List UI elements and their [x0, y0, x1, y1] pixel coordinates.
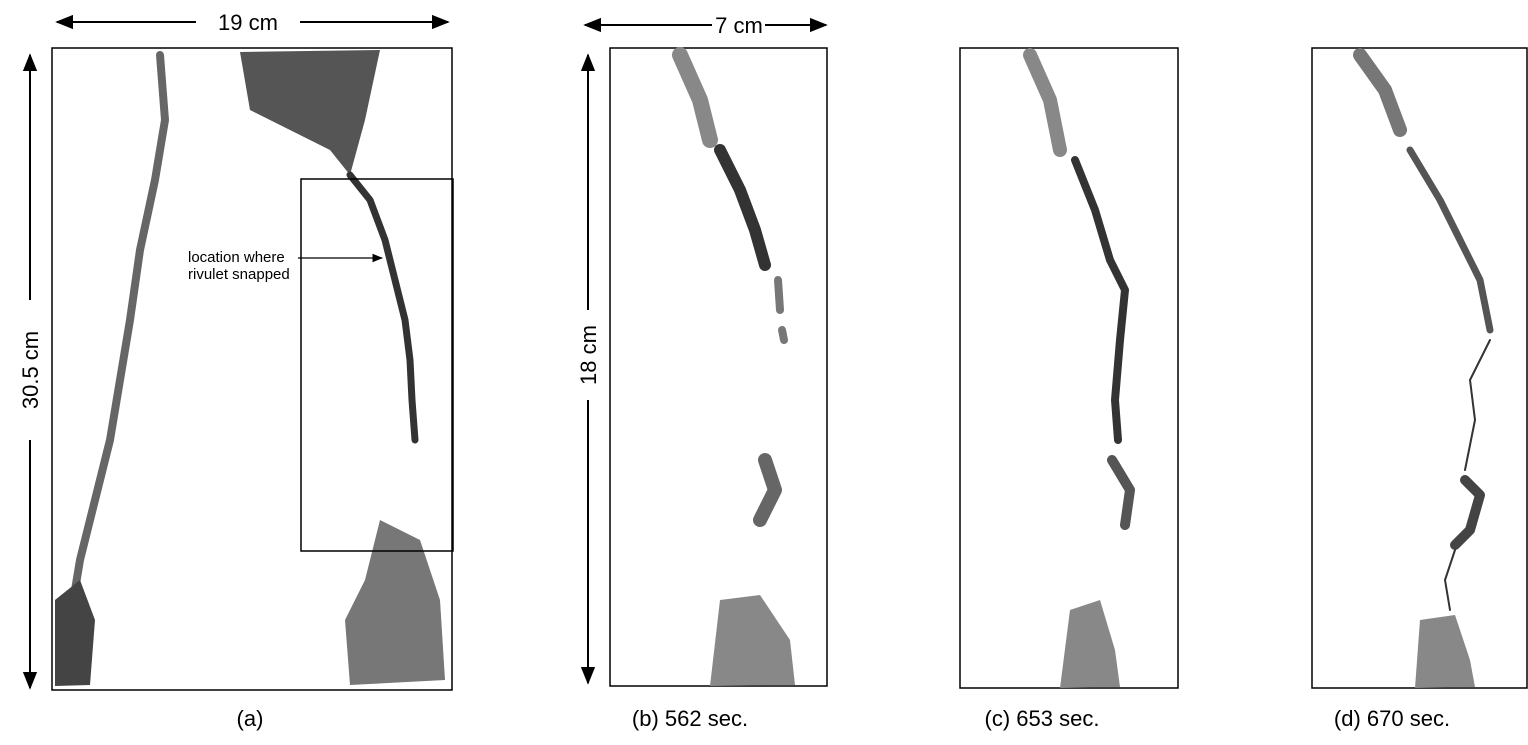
rivulet	[1353, 48, 1407, 137]
rivulet	[1415, 615, 1475, 688]
rivulet	[346, 171, 419, 444]
rivulet	[1406, 146, 1494, 334]
wet-region	[240, 50, 380, 175]
rivulet	[710, 595, 795, 686]
wet-region	[345, 520, 445, 685]
panel-c: (c) 653 sec.	[959, 47, 1179, 731]
rivulet	[778, 326, 788, 344]
rivulet	[1450, 475, 1485, 550]
caption: (a)	[237, 706, 264, 731]
zoom-box	[300, 178, 454, 552]
caption: (b) 562 sec.	[632, 706, 748, 731]
caption: (d) 670 sec.	[1334, 706, 1450, 731]
caption: (c) 653 sec.	[985, 706, 1100, 731]
rivulet	[1464, 339, 1491, 471]
annotation: location where	[188, 249, 285, 266]
annotation: rivulet snapped	[188, 266, 290, 283]
height-label: 18 cm	[576, 325, 601, 385]
rivulet	[1060, 600, 1120, 688]
rivulet	[1071, 156, 1129, 444]
rivulet	[714, 144, 771, 271]
height-label: 30.5 cm	[18, 331, 43, 409]
panel-frame	[1311, 47, 1528, 689]
rivulet	[1023, 48, 1067, 157]
rivulet	[753, 453, 782, 527]
rivulet	[774, 276, 784, 314]
rivulet	[1107, 455, 1135, 530]
wet-region	[55, 580, 95, 686]
width-label: 7 cm	[715, 13, 763, 38]
rivulet	[64, 51, 169, 684]
panel-frame	[609, 47, 828, 687]
panel-frame	[51, 47, 453, 691]
rivulet	[1444, 549, 1456, 611]
panel-d: (d) 670 sec.	[1311, 47, 1528, 731]
panel-a: 19 cm 30.5 cm location where rivulet sna…	[18, 10, 454, 731]
rivulet	[672, 47, 718, 148]
panel-b: 7 cm 18 cm (b) 562 sec.	[576, 13, 828, 731]
width-label: 19 cm	[218, 10, 278, 35]
panel-frame	[959, 47, 1179, 689]
